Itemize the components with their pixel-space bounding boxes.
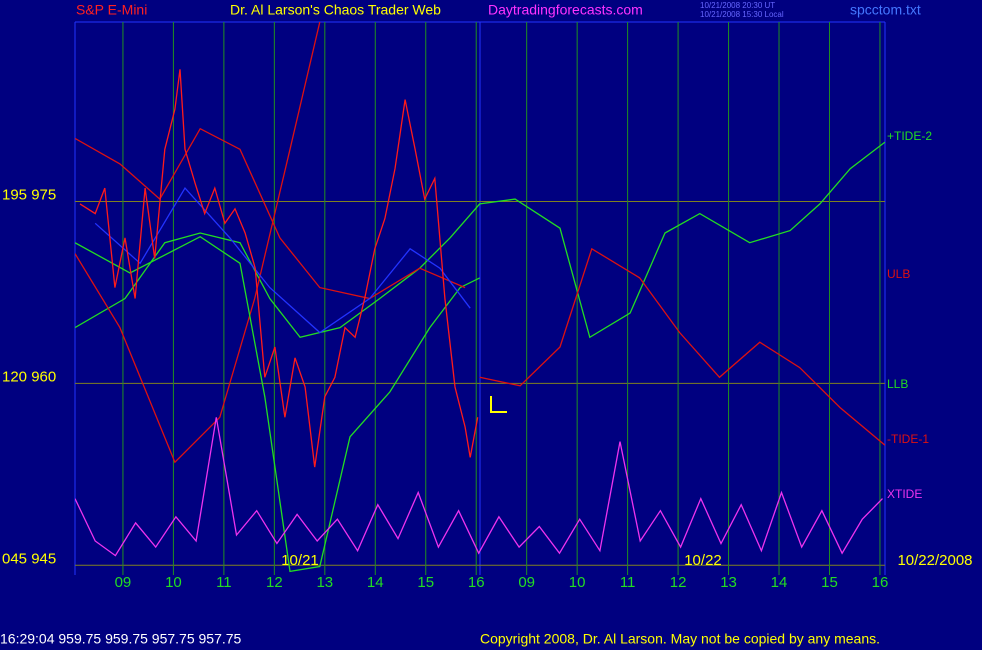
symbol: S&P E-Mini xyxy=(76,2,147,18)
title: Dr. Al Larson's Chaos Trader Web xyxy=(230,2,441,18)
x-tick-label: 10 xyxy=(165,574,182,591)
y-tick-label: 120 960 xyxy=(2,368,56,385)
file-name: spcctom.txt xyxy=(850,2,921,18)
x-tick-label: 11 xyxy=(620,574,636,591)
y-tick-label: 195 975 xyxy=(2,186,56,203)
marker xyxy=(490,396,507,413)
copyright: Copyright 2008, Dr. Al Larson. May not b… xyxy=(480,631,880,647)
x-tick-label: 16 xyxy=(468,574,485,591)
x-tick-label: 12 xyxy=(670,574,687,591)
series-line xyxy=(75,417,883,557)
date-label: 10/22 xyxy=(684,552,722,569)
series-line xyxy=(75,141,885,339)
x-tick-label: 09 xyxy=(518,574,535,591)
series-line xyxy=(75,235,480,573)
series-label: -TIDE-1 xyxy=(887,432,929,446)
x-tick-label: 14 xyxy=(771,574,788,591)
x-tick-label: 16 xyxy=(872,574,889,591)
series-line xyxy=(94,187,471,334)
date-label: 10/21 xyxy=(281,552,319,569)
x-tick-label: 15 xyxy=(821,574,838,591)
series-line xyxy=(75,22,321,464)
series-label: +TIDE-2 xyxy=(887,129,932,143)
x-tick-label: 13 xyxy=(720,574,737,591)
series-label: XTIDE xyxy=(887,487,922,501)
site: Daytradingforecasts.com xyxy=(488,2,643,18)
y-tick-label: 045 945 xyxy=(2,550,56,567)
series-label: LLB xyxy=(887,377,908,391)
time-ut: 10/21/2008 20:30 UT xyxy=(700,1,775,10)
x-tick-label: 15 xyxy=(417,574,434,591)
quote: 16:29:04 959.75 959.75 957.75 957.75 xyxy=(0,631,242,647)
series-line xyxy=(75,127,885,446)
plot xyxy=(75,22,885,573)
x-tick-label: 12 xyxy=(266,574,283,591)
x-tick-label: 11 xyxy=(216,574,232,591)
time-local: 10/21/2008 15:30 Local xyxy=(700,10,784,19)
x-tick-label: 14 xyxy=(367,574,384,591)
series-line xyxy=(79,69,479,468)
x-tick-label: 13 xyxy=(316,574,333,591)
series-label: ULB xyxy=(887,267,910,281)
x-tick-label: 09 xyxy=(115,574,132,591)
date-label: 10/22/2008 xyxy=(897,552,972,569)
x-tick-label: 10 xyxy=(569,574,586,591)
